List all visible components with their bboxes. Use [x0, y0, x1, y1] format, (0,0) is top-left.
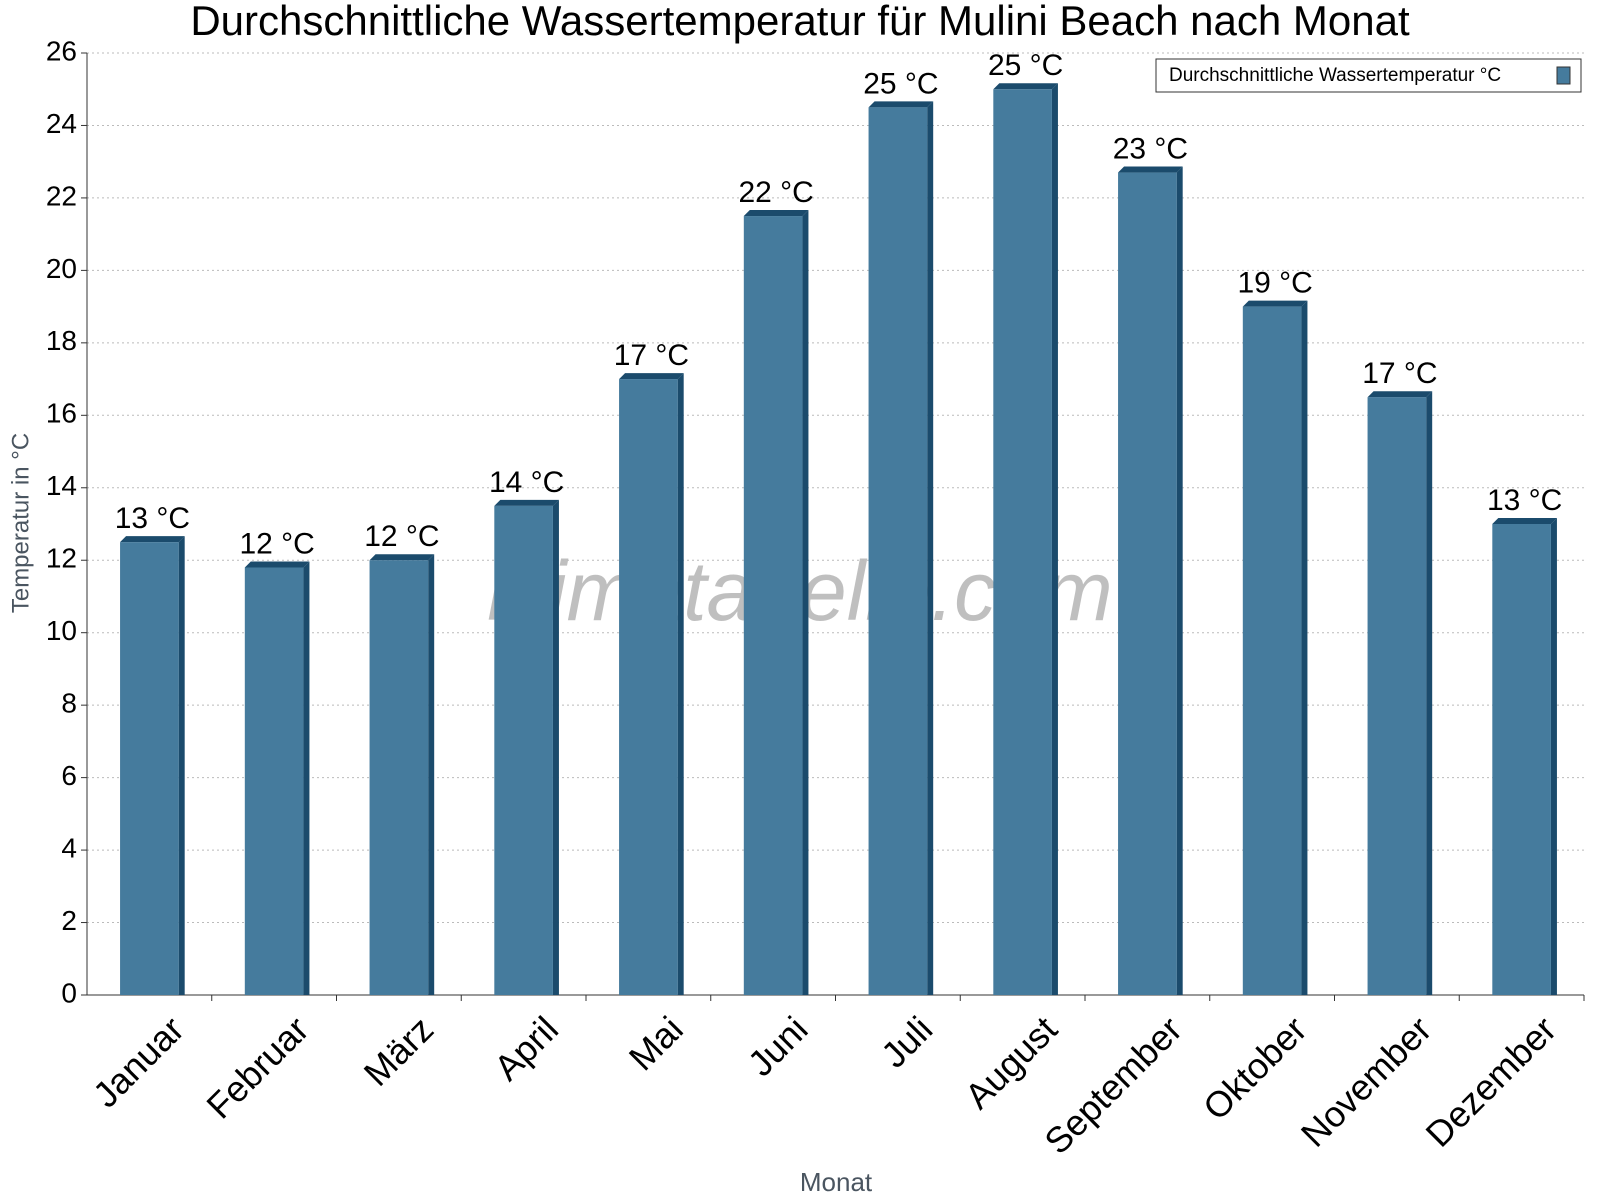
- bar-top: [494, 499, 559, 506]
- y-tick-label: 18: [46, 325, 77, 356]
- y-tick-label: 0: [61, 977, 77, 1008]
- data-label: 22 °C: [738, 176, 813, 209]
- y-axis-title: Temperatur in °C: [7, 433, 34, 613]
- bar: [1118, 172, 1177, 996]
- bar-side: [1301, 300, 1308, 996]
- bar-top: [244, 561, 310, 568]
- bar-side: [552, 499, 559, 995]
- bar-top: [1492, 518, 1557, 524]
- data-label: 25 °C: [988, 49, 1063, 82]
- data-label: 13 °C: [115, 502, 190, 535]
- bar: [868, 107, 928, 996]
- bar: [244, 567, 304, 995]
- bar: [993, 89, 1052, 995]
- legend-label: Durchschnittliche Wassertemperatur °C: [1169, 65, 1501, 86]
- bar: [1492, 524, 1551, 995]
- y-tick-label: 6: [61, 760, 77, 791]
- bar-top: [868, 101, 934, 108]
- data-label: 12 °C: [364, 520, 439, 553]
- y-tick-label: 12: [46, 543, 77, 574]
- y-tick-label: 14: [46, 470, 77, 501]
- bar-side: [428, 554, 435, 995]
- y-tick-label: 4: [61, 832, 77, 863]
- bar-top: [120, 536, 185, 543]
- legend: Durchschnittliche Wassertemperatur °C: [1155, 58, 1582, 93]
- y-tick-label: 26: [46, 35, 77, 66]
- bar-top: [619, 373, 684, 380]
- bar: [369, 560, 429, 995]
- legend-swatch: [1556, 66, 1571, 85]
- bar-side: [303, 561, 310, 995]
- y-tick-label: 2: [61, 905, 77, 936]
- bar-side: [677, 373, 684, 996]
- y-tick-label: 10: [46, 615, 77, 646]
- chart-title: Durchschnittliche Wassertemperatur für M…: [190, 0, 1410, 44]
- bar: [120, 542, 179, 995]
- bar-top: [1118, 166, 1183, 173]
- data-label: 19 °C: [1237, 267, 1312, 300]
- bar-side: [927, 101, 934, 996]
- bar-top: [369, 554, 435, 561]
- data-label: 14 °C: [489, 466, 564, 499]
- data-label: 17 °C: [1362, 357, 1437, 390]
- y-tick-label: 24: [46, 108, 77, 139]
- bar-side: [1176, 166, 1183, 996]
- bar: [1242, 306, 1302, 996]
- data-label: 17 °C: [614, 339, 689, 372]
- bar: [619, 379, 678, 996]
- y-tick-label: 20: [46, 253, 77, 284]
- bar-side: [178, 536, 185, 995]
- data-label: 23 °C: [1113, 132, 1188, 165]
- bar-top: [993, 83, 1058, 90]
- bar-top: [1367, 391, 1433, 398]
- bar: [743, 216, 803, 996]
- bar: [1367, 397, 1427, 995]
- bar-side: [802, 210, 809, 996]
- bar: [494, 505, 553, 995]
- bar-side: [1426, 391, 1433, 995]
- data-label: 25 °C: [863, 67, 938, 100]
- bar-top: [743, 210, 809, 217]
- y-tick-label: 22: [46, 180, 77, 211]
- y-tick-label: 16: [46, 398, 77, 429]
- bar-side: [1051, 83, 1058, 995]
- bar-top: [1242, 300, 1308, 307]
- legend-box: [1155, 58, 1582, 93]
- x-axis-title: Monat: [800, 1167, 873, 1197]
- data-label: 13 °C: [1487, 484, 1562, 517]
- data-label: 12 °C: [239, 527, 314, 560]
- y-tick-label: 8: [61, 688, 77, 719]
- bar-side: [1550, 518, 1557, 995]
